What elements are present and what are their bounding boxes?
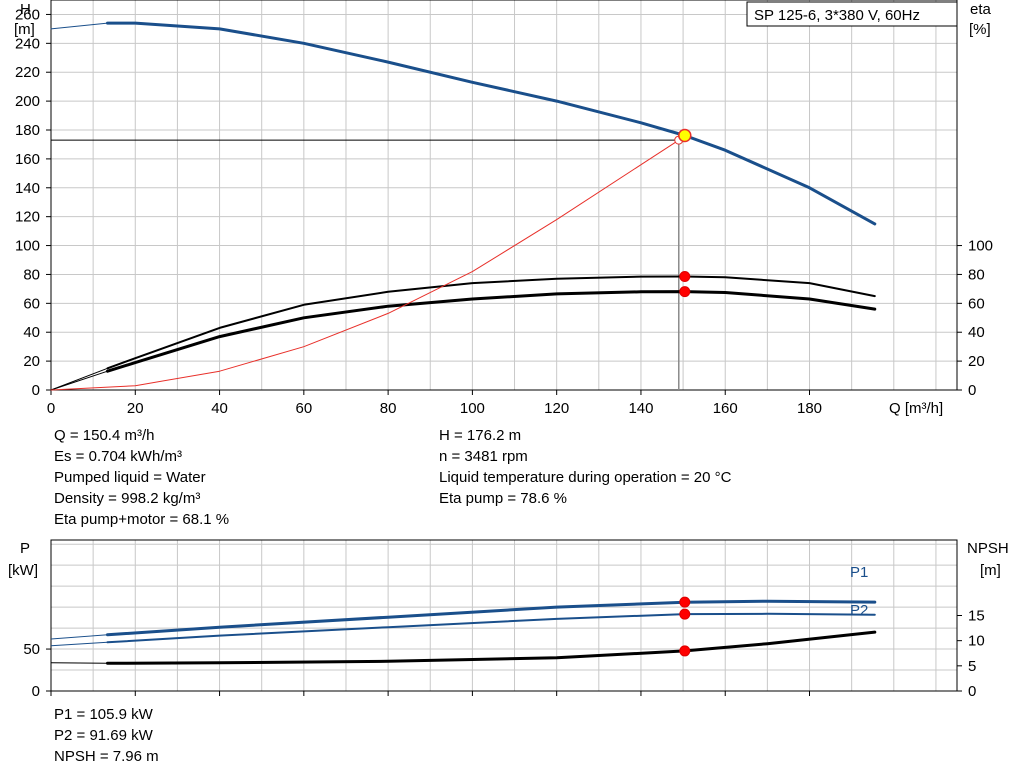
chart-title: SP 125-6, 3*380 V, 60Hz	[754, 7, 920, 24]
P1-curve	[106, 599, 877, 637]
npsh-tick-label: 10	[968, 633, 985, 650]
annotation-es: Es = 0.704 kWh/m³	[54, 448, 182, 465]
P2-curve	[106, 612, 876, 644]
annotation-eta-total: Eta pump+motor = 68.1 %	[54, 511, 229, 528]
p-axis-label: P	[20, 540, 30, 557]
h-tick-label: 40	[23, 324, 40, 341]
annotation-p1: P1 = 105.9 kW	[54, 706, 154, 723]
eta-tick-label: 100	[968, 238, 993, 255]
x-tick-label: 40	[211, 400, 228, 417]
p-tick-label: 50	[23, 641, 40, 658]
x-tick-label: 160	[713, 400, 738, 417]
h-tick-label: 20	[23, 353, 40, 370]
npsh-tick-label: 15	[968, 608, 985, 625]
eta-axis-label: eta	[970, 1, 992, 18]
h-tick-label: 140	[15, 180, 40, 197]
operating-point-eta-total-marker	[679, 286, 691, 298]
p-axis-unit: [kW]	[8, 562, 38, 579]
system_curve-curve	[50, 139, 680, 391]
h-axis-label: H	[20, 1, 31, 18]
npsh-axis-unit: [m]	[980, 562, 1001, 579]
h-tick-label: 220	[15, 64, 40, 81]
eta_pump-curve	[106, 275, 876, 370]
eta-tick-label: 40	[968, 324, 985, 341]
P1-lead-line	[50, 634, 108, 640]
H-lead-line	[50, 22, 108, 30]
eta-tick-label: 80	[968, 266, 985, 283]
series-label-p2: P2	[850, 602, 868, 619]
eta_pump_motor-curve	[106, 290, 877, 373]
NPSH-lead-line	[50, 662, 108, 664]
operating-point-h-marker	[678, 128, 692, 143]
annotation-eta-pump: Eta pump = 78.6 %	[439, 490, 567, 507]
operating-point-npsh-marker	[679, 645, 691, 657]
h-tick-label: 200	[15, 93, 40, 110]
title-box	[746, 1, 958, 27]
annotation-h: H = 176.2 m	[439, 427, 521, 444]
top-annotations: Q = 150.4 m³/h Es = 0.704 kWh/m³ Pumped …	[54, 427, 732, 528]
annotation-p2: P2 = 91.69 kW	[54, 727, 154, 744]
h-tick-label: 0	[32, 382, 40, 399]
series-label-p1: P1	[850, 564, 868, 581]
bottom-annotations: P1 = 105.9 kW P2 = 91.69 kW NPSH = 7.96 …	[54, 706, 159, 765]
annotation-temp: Liquid temperature during operation = 20…	[439, 469, 732, 486]
annotation-density: Density = 998.2 kg/m³	[54, 490, 200, 507]
x-tick-label: 0	[47, 400, 55, 417]
annotation-npsh: NPSH = 7.96 m	[54, 748, 159, 765]
x-tick-label: 20	[127, 400, 144, 417]
npsh-axis-label: NPSH	[967, 540, 1009, 557]
operating-point-p1-marker	[679, 596, 691, 608]
npsh-tick-label: 0	[968, 683, 976, 700]
h-tick-label: 180	[15, 122, 40, 139]
h-tick-label: 60	[23, 295, 40, 312]
npsh-tick-label: 5	[968, 658, 976, 675]
eta-tick-label: 60	[968, 295, 985, 312]
x-tick-label: 80	[380, 400, 397, 417]
p-tick-label: 0	[32, 683, 40, 700]
eta-tick-label: 0	[968, 382, 976, 399]
x-tick-label: 60	[295, 400, 312, 417]
h-tick-label: 100	[15, 238, 40, 255]
eta-tick-label: 20	[968, 353, 985, 370]
h-tick-label: 240	[15, 35, 40, 52]
power-npsh-plot: 0 50 0 5 10 15	[23, 539, 985, 700]
x-tick-label: 180	[797, 400, 822, 417]
h-axis-unit: [m]	[14, 21, 35, 38]
h-tick-label: 160	[15, 151, 40, 168]
operating-point-eta-pump-marker	[679, 270, 691, 282]
H-curve	[106, 21, 877, 226]
x-tick-label: 100	[460, 400, 485, 417]
performance-plot: 0 20 40 60 80 100 120 140 160 180 0 20 40 60 80 100 120 1…	[15, 0, 993, 417]
eta-axis-unit: [%]	[969, 21, 991, 38]
eta_pump_motor-lead-line	[50, 370, 108, 391]
plot-frame	[50, 539, 958, 692]
plot-frame	[50, 0, 958, 391]
h-tick-label: 80	[23, 266, 40, 283]
q-axis-label: Q [m³/h]	[889, 400, 943, 417]
x-tick-label: 120	[544, 400, 569, 417]
annotation-n: n = 3481 rpm	[439, 448, 528, 465]
operating-point-p2-marker	[679, 608, 691, 620]
x-tick-label: 140	[628, 400, 653, 417]
annotation-liquid: Pumped liquid = Water	[54, 469, 206, 486]
h-tick-label: 120	[15, 209, 40, 226]
P2-lead-line	[50, 641, 108, 647]
h-tick-label: 260	[15, 6, 40, 23]
NPSH-curve	[106, 630, 877, 665]
annotation-q: Q = 150.4 m³/h	[54, 427, 154, 444]
